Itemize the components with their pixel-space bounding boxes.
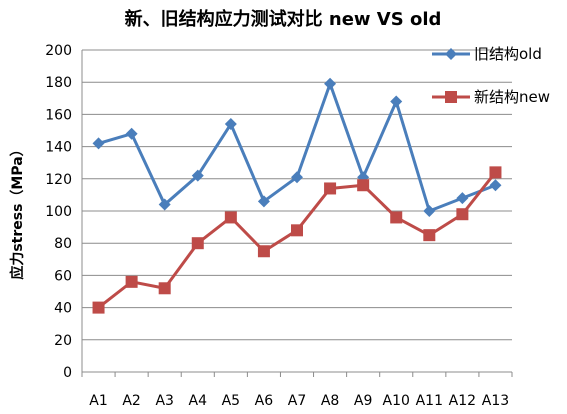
x-tick-label: A6 bbox=[255, 393, 274, 409]
y-tick-label: 40 bbox=[54, 301, 72, 317]
y-tick-label: 20 bbox=[54, 333, 72, 349]
y-tick-label: 60 bbox=[54, 268, 72, 284]
legend-label: 旧结构old bbox=[474, 45, 542, 63]
legend: 旧结构old 新结构new bbox=[432, 45, 550, 106]
y-tick-label: 160 bbox=[45, 107, 72, 123]
x-tick-label: A9 bbox=[354, 393, 372, 409]
x-tick-label: A4 bbox=[189, 393, 208, 409]
data-point bbox=[324, 182, 337, 195]
x-tick-label: A5 bbox=[222, 393, 240, 409]
chart-title: 新、旧结构应力测试对比 new VS old bbox=[125, 8, 442, 30]
x-tick-label: A12 bbox=[449, 393, 476, 409]
data-point bbox=[125, 127, 138, 140]
x-tick-label: A2 bbox=[122, 393, 140, 409]
legend-label: 新结构new bbox=[474, 88, 550, 106]
y-tick-labels: 0 20 40 60 80 100 120 140 160 180 200 bbox=[45, 43, 72, 381]
x-tick-label: A1 bbox=[89, 393, 107, 409]
data-point bbox=[423, 229, 436, 242]
legend-marker bbox=[445, 91, 457, 103]
series-1 bbox=[92, 77, 502, 217]
x-tick-label: A7 bbox=[288, 393, 306, 409]
data-point bbox=[224, 211, 237, 224]
axes bbox=[81, 50, 513, 377]
data-point bbox=[191, 237, 204, 250]
x-tick-label: A10 bbox=[383, 393, 410, 409]
y-tick-label: 80 bbox=[54, 236, 72, 252]
x-tick-label: A3 bbox=[155, 393, 173, 409]
data-point bbox=[291, 224, 303, 237]
data-point bbox=[423, 205, 436, 217]
y-tick-label: 120 bbox=[45, 172, 72, 188]
x-tick-labels: A1 A2 A3 A4 A5 A6 A7 A8 A9 A10 A11 A12 A13 bbox=[89, 393, 509, 409]
x-tick-label: A11 bbox=[416, 393, 443, 409]
series-2 bbox=[92, 166, 502, 314]
data-point bbox=[489, 166, 502, 179]
y-tick-label: 180 bbox=[45, 75, 72, 91]
y-tick-label: 100 bbox=[45, 204, 72, 220]
x-tick-label: A13 bbox=[482, 393, 509, 409]
y-tick-label: 140 bbox=[45, 140, 72, 156]
legend-marker bbox=[445, 48, 457, 60]
data-point bbox=[291, 171, 303, 184]
series-line bbox=[98, 82, 497, 213]
y-tick-label: 200 bbox=[45, 43, 72, 59]
data-point bbox=[257, 245, 270, 258]
data-point bbox=[489, 179, 502, 192]
y-tick-label: 0 bbox=[63, 365, 72, 381]
data-point bbox=[125, 275, 138, 288]
data-point bbox=[257, 195, 270, 208]
data-point bbox=[191, 169, 204, 182]
x-tick-label: A8 bbox=[321, 393, 339, 409]
data-point bbox=[92, 137, 105, 150]
data-point bbox=[390, 95, 403, 108]
data-point bbox=[456, 208, 469, 221]
series-layer bbox=[92, 77, 502, 314]
data-point bbox=[324, 77, 337, 90]
y-axis-label: 应力stress（MPa） bbox=[9, 142, 26, 279]
data-point bbox=[456, 192, 469, 205]
data-point bbox=[224, 118, 237, 131]
data-point bbox=[357, 179, 370, 192]
data-point bbox=[390, 211, 403, 224]
data-point bbox=[158, 198, 171, 211]
data-point bbox=[92, 301, 105, 314]
data-point bbox=[158, 282, 171, 295]
